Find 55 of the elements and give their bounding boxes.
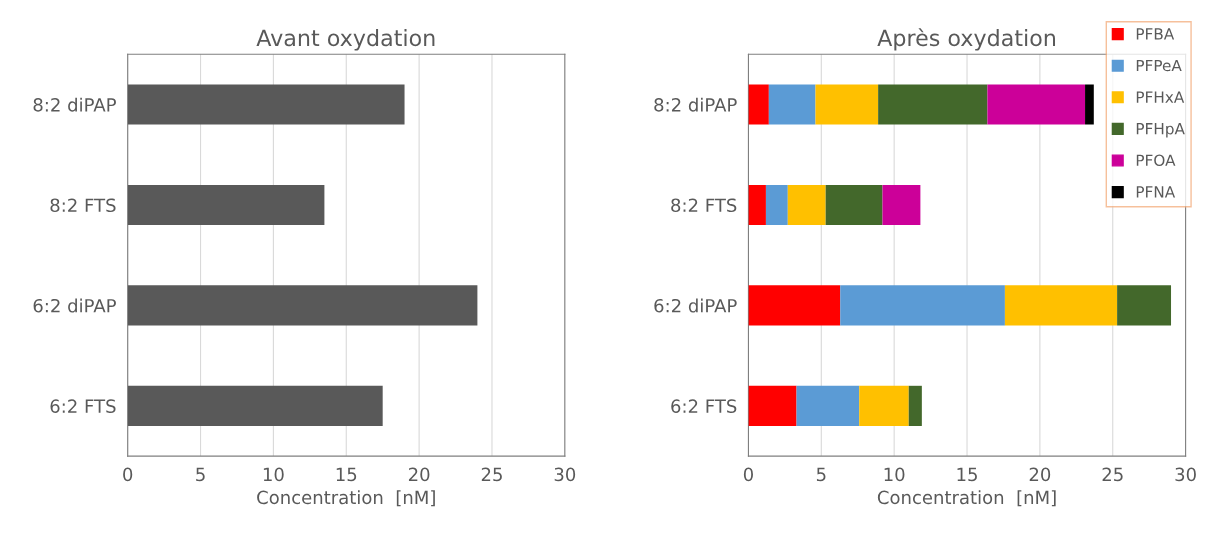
bar (796, 385, 860, 426)
bar (825, 184, 883, 226)
x-tick-label: 5 (196, 467, 205, 482)
x-axis-title: Concentration [nM] (257, 490, 435, 507)
bar (765, 184, 788, 226)
bar (987, 84, 1086, 125)
bar (748, 84, 769, 125)
x-tick-label: 25 (481, 467, 502, 482)
chart-title: Avant oxydation (256, 29, 435, 51)
bar (127, 285, 478, 326)
x-tick-label: 0 (743, 467, 753, 482)
y-tick-label: 6:2 FTS (50, 399, 116, 414)
x-axis-title: Concentration [nM] (877, 490, 1056, 507)
x-tick-label: 30 (554, 467, 576, 482)
x-tick-label: 5 (816, 467, 826, 482)
bar (815, 84, 879, 125)
bar (878, 84, 988, 125)
bar (748, 285, 841, 326)
legend-label: PFHxA (1136, 91, 1185, 103)
x-tick-label: 20 (408, 467, 430, 482)
x-tick-label: 10 (263, 467, 284, 482)
bar (787, 184, 826, 226)
y-tick-label: 6:2 FTS (671, 399, 737, 414)
y-tick-label: 8:2 FTS (671, 198, 737, 213)
legend-label: PFOA (1136, 154, 1176, 167)
y-tick-label: 8:2 diPAP (33, 97, 116, 112)
x-tick-label: 10 (884, 467, 905, 482)
bar (748, 385, 797, 426)
y-tick-label: 8:2 FTS (50, 198, 116, 213)
bar (1117, 285, 1172, 326)
bar (1085, 84, 1094, 125)
x-tick-label: 15 (957, 467, 977, 482)
y-tick-label: 6:2 diPAP (33, 298, 116, 313)
x-tick-label: 15 (336, 467, 357, 482)
legend-label: PFPeA (1136, 59, 1182, 72)
y-tick-label: 6:2 diPAP (654, 298, 737, 313)
bar (859, 385, 909, 426)
bar (840, 285, 1005, 326)
legend-label: PFHpA (1136, 123, 1185, 138)
x-tick-label: 0 (123, 467, 133, 482)
x-tick-label: 30 (1175, 467, 1196, 482)
bar (748, 184, 766, 226)
bar (127, 385, 383, 426)
bar (882, 184, 921, 226)
bar (908, 385, 922, 426)
chart-title: Après oxydation (877, 28, 1056, 51)
legend-label: PFNA (1136, 186, 1176, 198)
bar (768, 84, 816, 125)
y-tick-label: 8:2 diPAP (654, 97, 737, 112)
bar (127, 184, 325, 226)
x-tick-label: 25 (1102, 467, 1123, 482)
bar (127, 84, 405, 125)
x-tick-label: 20 (1029, 467, 1051, 482)
legend-label: PFBA (1136, 28, 1175, 40)
bar (1004, 285, 1118, 326)
